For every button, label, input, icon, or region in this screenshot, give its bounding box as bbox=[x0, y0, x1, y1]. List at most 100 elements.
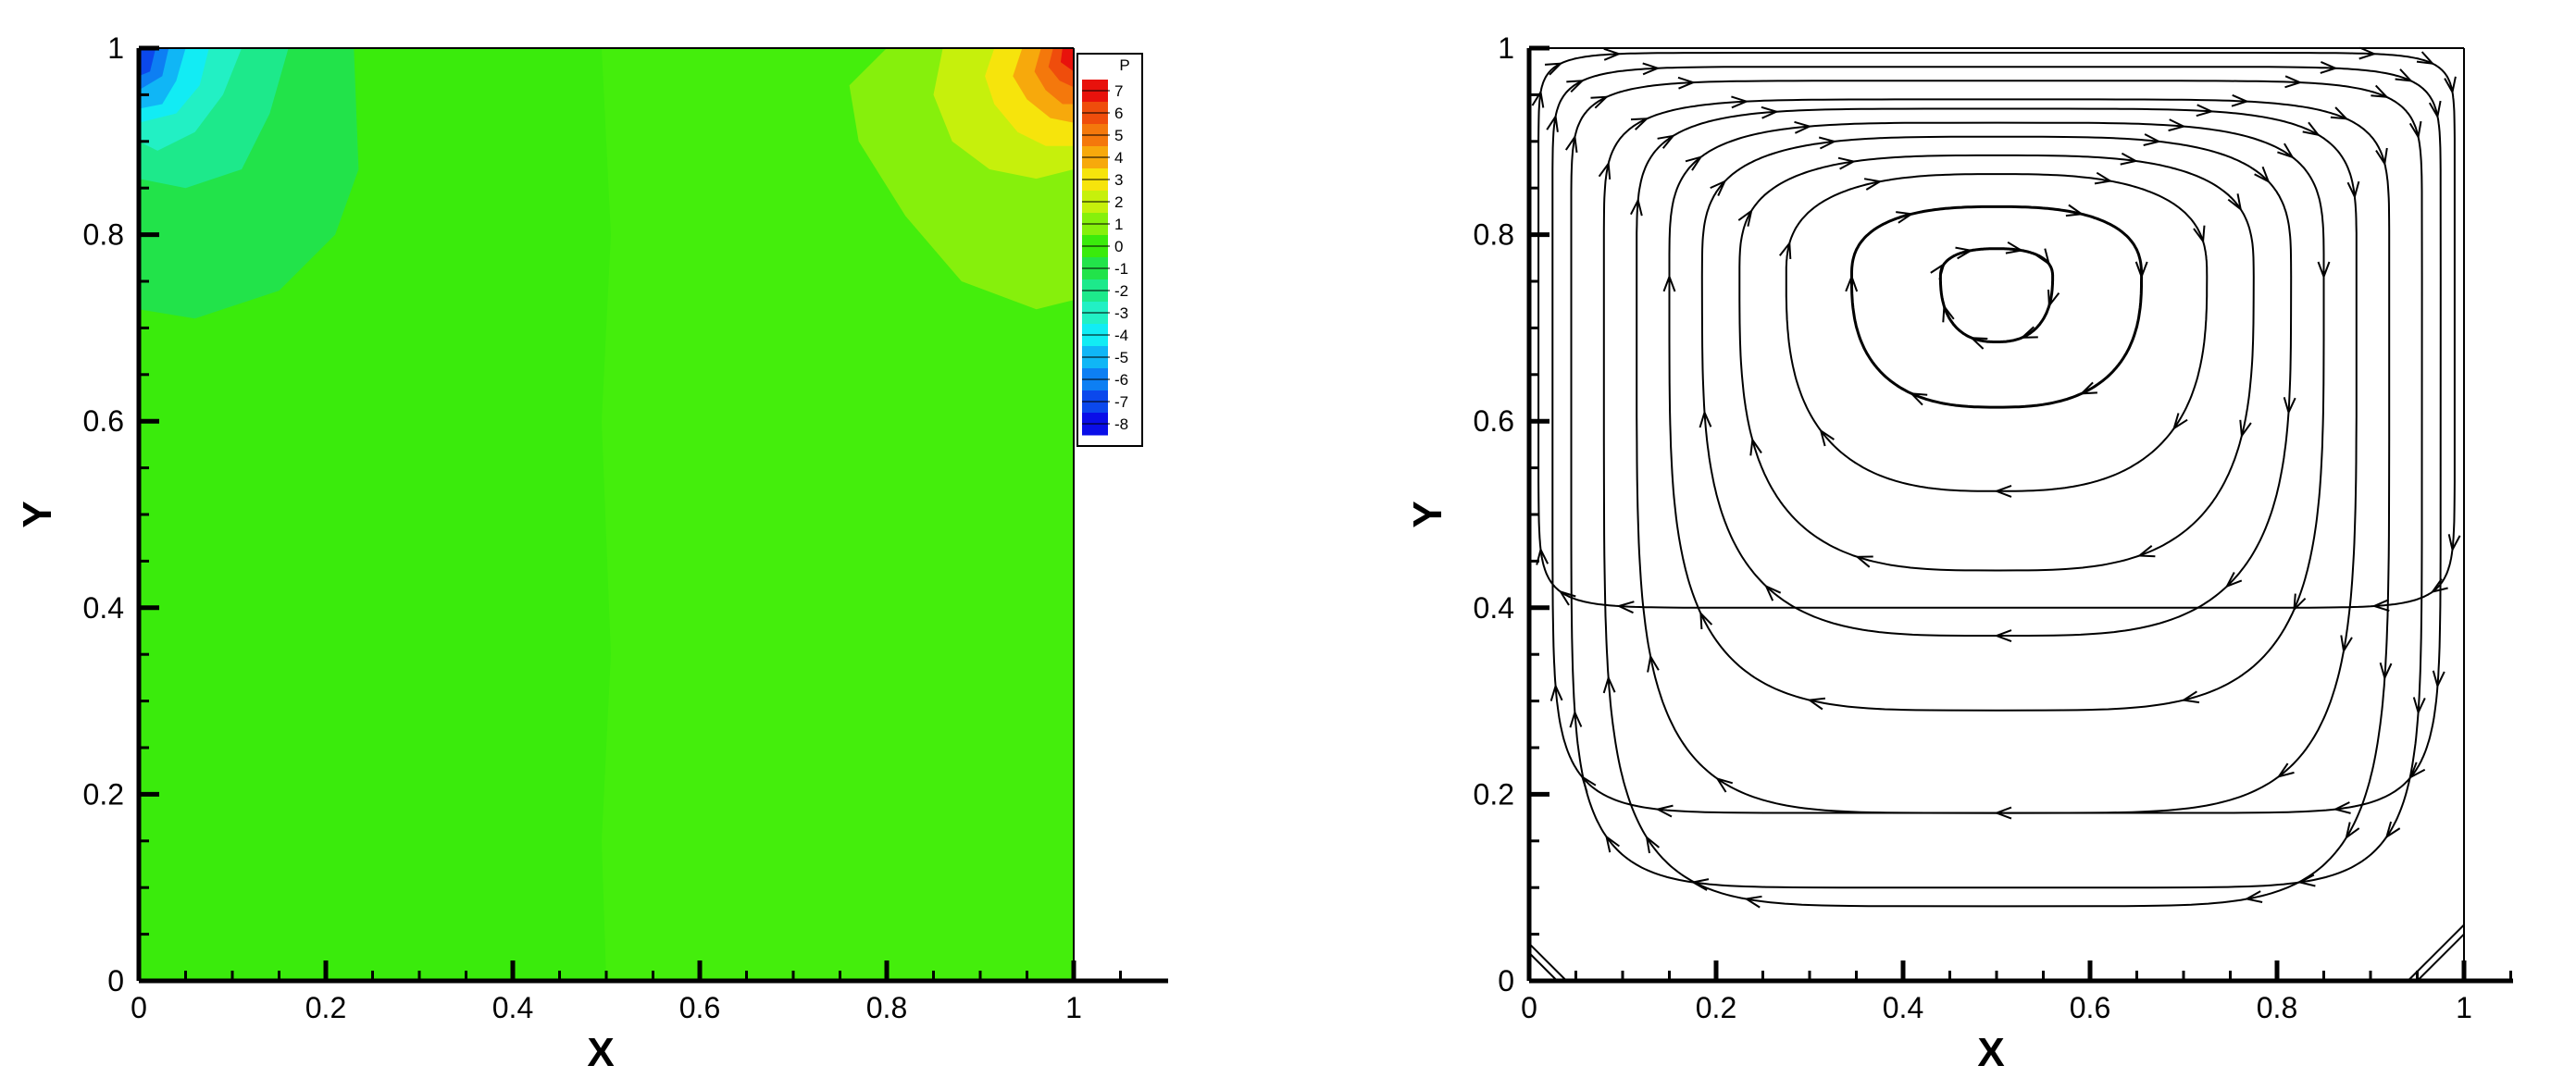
stream-arrow bbox=[2227, 193, 2243, 212]
plot-background bbox=[1529, 48, 2464, 981]
streamline bbox=[1537, 52, 2456, 609]
stream-arrow bbox=[2239, 419, 2252, 439]
stream-arrow bbox=[1845, 274, 1859, 292]
stream-arrow bbox=[1580, 774, 1597, 793]
stream-arrow bbox=[1896, 211, 1914, 224]
y-axis-title: Y bbox=[1405, 501, 1450, 527]
legend-label: 1 bbox=[1114, 216, 1123, 233]
stream-arrow bbox=[2065, 204, 2084, 217]
x-tick-label: 0 bbox=[131, 991, 147, 1024]
stream-arrow bbox=[2447, 534, 2461, 552]
stream-arrow bbox=[1566, 80, 1586, 93]
streamline bbox=[1551, 66, 2442, 814]
stream-arrow bbox=[2395, 68, 2414, 82]
stream-arrow bbox=[1662, 274, 1676, 292]
stream-arrow bbox=[1942, 304, 1955, 323]
legend-label: -7 bbox=[1114, 393, 1128, 411]
y-tick-label: 1 bbox=[1498, 31, 1514, 65]
stream-arrow bbox=[2408, 762, 2426, 779]
stream-arrow bbox=[2340, 635, 2353, 654]
stream-arrow bbox=[1837, 156, 1857, 170]
stream-arrow bbox=[2136, 545, 2156, 558]
stream-arrow bbox=[1779, 241, 1792, 259]
legend-label: -8 bbox=[1114, 415, 1128, 433]
stream-arrow bbox=[1731, 95, 1749, 109]
stream-arrow bbox=[1645, 835, 1661, 854]
stream-arrow bbox=[2196, 104, 2215, 118]
streamline bbox=[1602, 98, 2391, 908]
corner-eddy-left bbox=[1528, 942, 1568, 982]
stream-arrow bbox=[2320, 60, 2338, 74]
stream-arrow bbox=[1546, 114, 1559, 132]
legend-label: -5 bbox=[1114, 349, 1128, 366]
legend-label: -4 bbox=[1114, 327, 1128, 344]
stream-arrow bbox=[1764, 584, 1782, 601]
stream-arrow bbox=[2277, 142, 2295, 159]
y-tick-label: 0 bbox=[1498, 964, 1514, 997]
y-tick-label: 0.8 bbox=[83, 218, 124, 252]
stream-arrow bbox=[2172, 413, 2188, 431]
legend-label: 5 bbox=[1114, 127, 1123, 144]
stream-arrow bbox=[1909, 392, 1928, 406]
legend-label: 6 bbox=[1114, 105, 1123, 122]
stream-arrow bbox=[1647, 653, 1660, 673]
x-tick-label: 1 bbox=[2456, 991, 2472, 1024]
stream-arrow bbox=[1598, 161, 1612, 180]
stream-arrow bbox=[1564, 134, 1578, 154]
stream-arrow bbox=[2346, 180, 2360, 200]
stream-arrow bbox=[1655, 804, 1674, 818]
stream-arrow bbox=[2408, 120, 2422, 140]
y-axis-title: Y bbox=[15, 501, 60, 527]
stream-arrow bbox=[1569, 710, 1583, 728]
stream-arrow bbox=[1807, 697, 1826, 711]
streamline-panel: 0 0.2 0.4 0.6 0.8 1 0 0.2 0.4 0.6 0.8 1 X Y bbox=[1405, 31, 2513, 1075]
stream-arrow bbox=[2358, 46, 2377, 60]
stream-arrow bbox=[2371, 84, 2389, 99]
stream-arrow bbox=[2317, 261, 2331, 279]
legend-label: 0 bbox=[1114, 238, 1123, 255]
stream-arrow bbox=[2412, 697, 2426, 715]
x-tick-label: 0.6 bbox=[679, 991, 720, 1024]
stream-arrow bbox=[2231, 93, 2250, 107]
pressure-contour-panel: 0 0.2 0.4 0.6 0.8 1 0 0.2 0.4 0.6 0.8 1 X Y P 7 6 5 4 3 2 1 0 -… bbox=[15, 31, 1168, 1075]
stream-arrow bbox=[2333, 801, 2351, 814]
stream-arrow bbox=[1677, 76, 1697, 90]
stream-arrow bbox=[1994, 484, 2012, 498]
y-tick-label: 0.6 bbox=[83, 404, 124, 438]
stream-arrow bbox=[2134, 261, 2148, 279]
stream-arrow bbox=[1969, 337, 1988, 350]
y-tick-label: 0.4 bbox=[83, 591, 124, 625]
stream-arrow bbox=[1819, 428, 1835, 447]
stream-arrow bbox=[2224, 572, 2243, 589]
stream-arrow bbox=[1616, 601, 1635, 614]
stream-arrow bbox=[1749, 437, 1762, 456]
stream-arrow bbox=[2444, 76, 2457, 95]
stream-arrow bbox=[2379, 662, 2393, 681]
legend-label: 2 bbox=[1114, 193, 1123, 211]
stream-arrow bbox=[2283, 397, 2296, 415]
x-axis-title: X bbox=[1977, 1030, 2004, 1075]
stream-arrow bbox=[2244, 890, 2263, 903]
stream-arrow bbox=[1743, 895, 1762, 909]
x-tick-label: 0.2 bbox=[305, 991, 346, 1024]
stream-arrow bbox=[1994, 629, 2012, 643]
legend-label: -3 bbox=[1114, 304, 1128, 322]
stream-arrow bbox=[1657, 134, 1675, 149]
stream-arrow bbox=[2302, 121, 2321, 137]
stream-arrow bbox=[2047, 289, 2060, 308]
stream-arrow bbox=[2168, 118, 2186, 132]
contour-region bbox=[602, 48, 1074, 981]
y-tick-label: 0 bbox=[107, 964, 124, 997]
streamline bbox=[1738, 154, 2255, 572]
stream-arrow bbox=[1818, 136, 1837, 150]
stream-arrow bbox=[2375, 147, 2388, 167]
stream-arrow bbox=[2079, 381, 2097, 395]
stream-arrow bbox=[1699, 611, 1713, 630]
stream-arrow bbox=[2284, 75, 2303, 89]
stream-arrow bbox=[1558, 589, 1576, 606]
stream-arrow bbox=[1715, 776, 1734, 793]
x-tick-label: 0.8 bbox=[2257, 991, 2297, 1024]
stream-arrow bbox=[2035, 248, 2051, 266]
y-tick-label: 0.6 bbox=[1474, 404, 1514, 438]
y-tick-label: 0.2 bbox=[1474, 777, 1514, 811]
